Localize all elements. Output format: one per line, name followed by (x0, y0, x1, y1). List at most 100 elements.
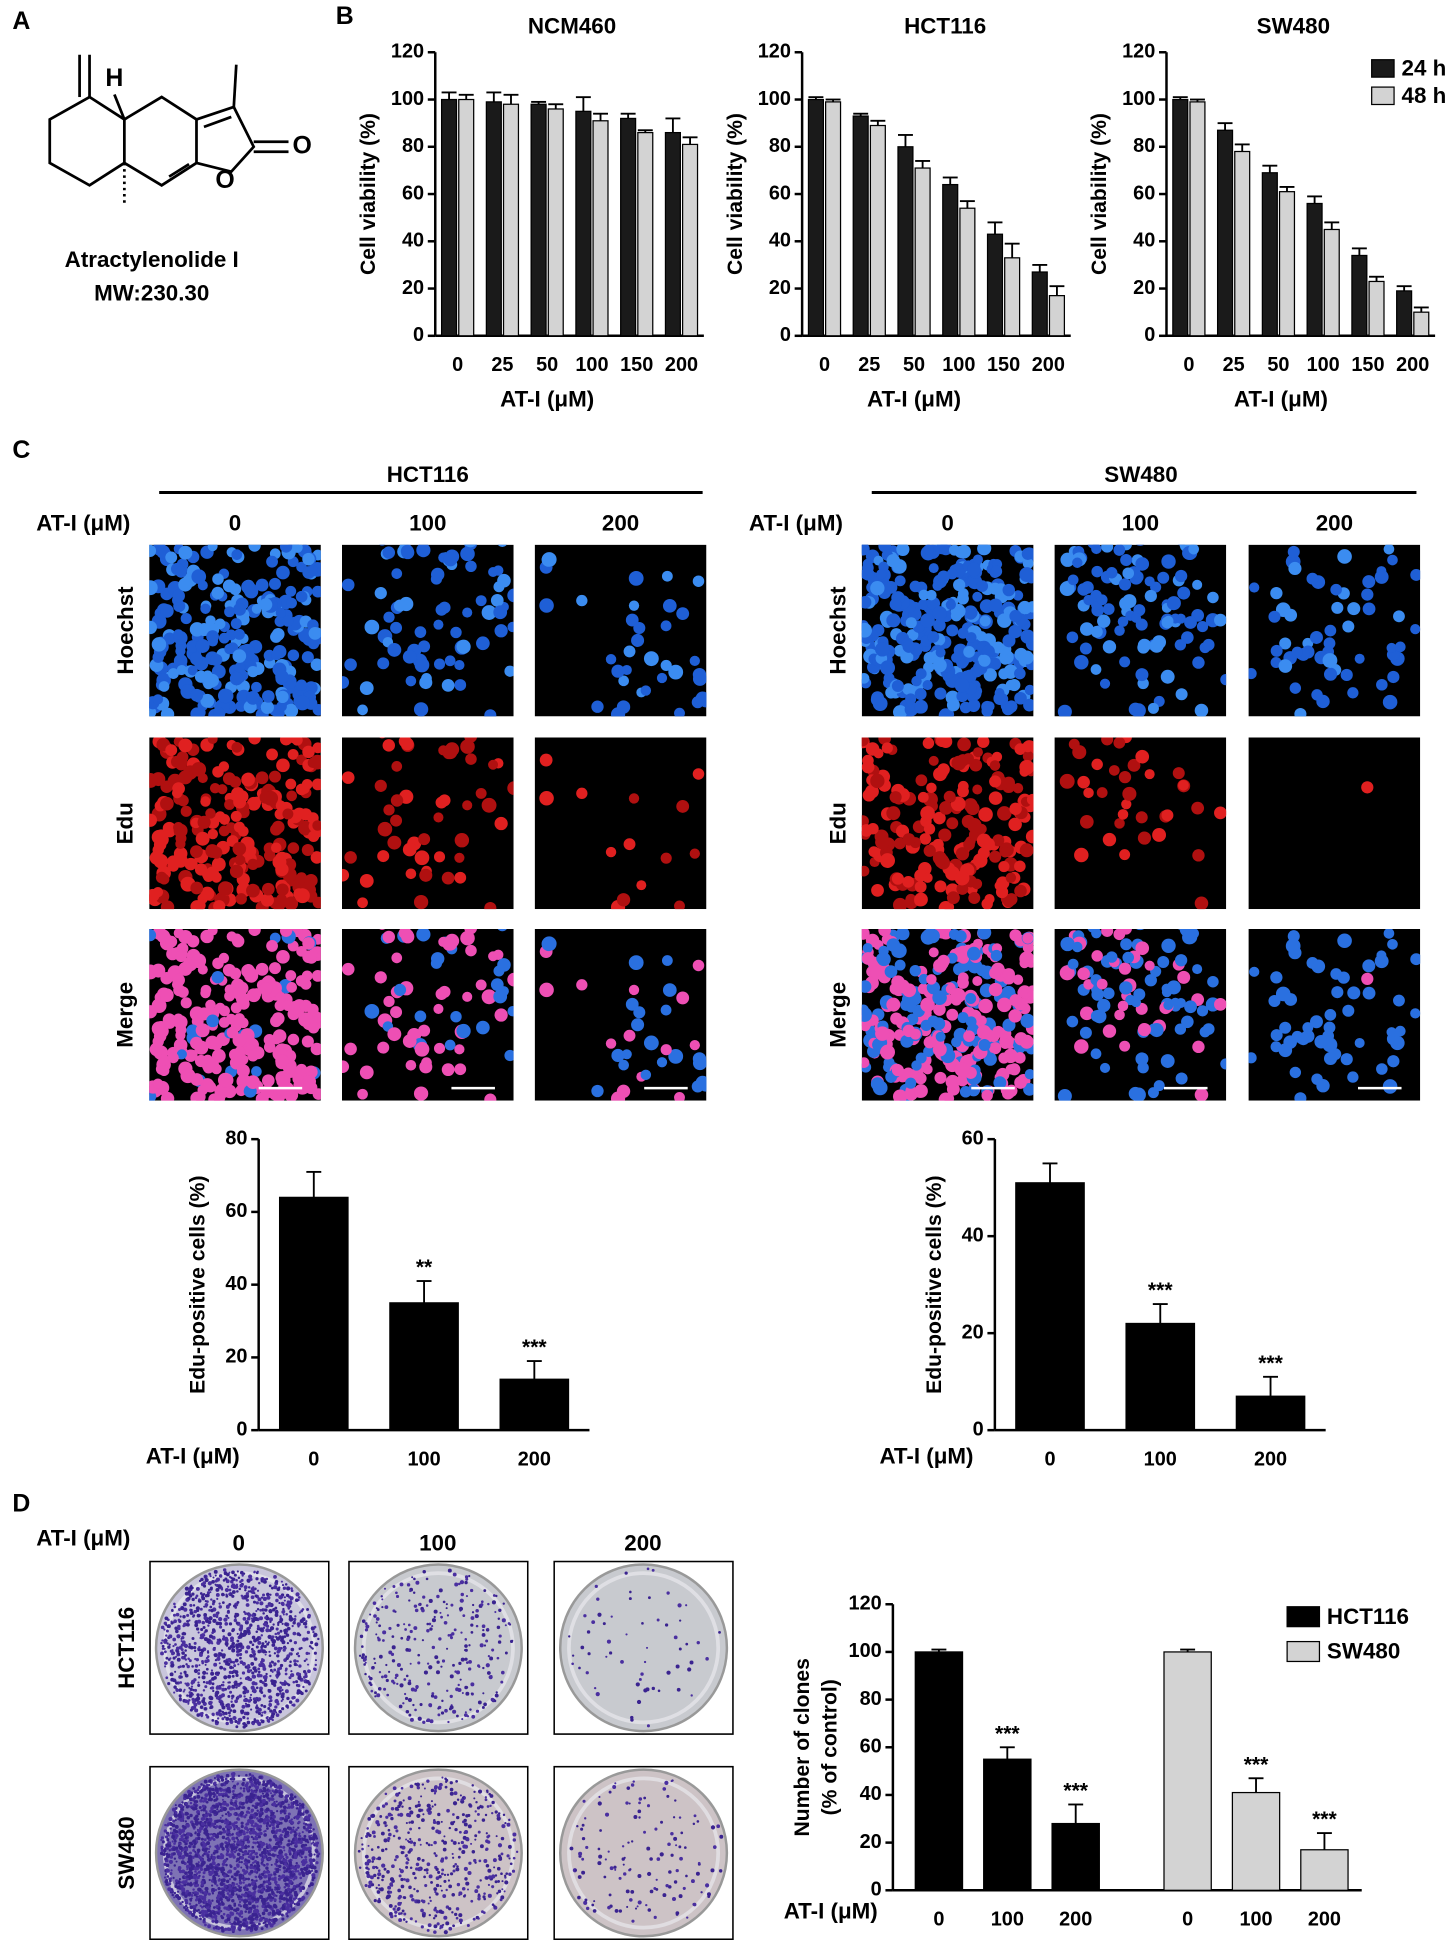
cell (1410, 569, 1421, 581)
cell (284, 1088, 299, 1101)
colony (239, 1583, 244, 1588)
cell (217, 784, 228, 795)
error-bar (1263, 1375, 1278, 1397)
cell (200, 796, 211, 807)
colony (265, 1604, 269, 1609)
cell (923, 1036, 936, 1049)
cell (276, 690, 289, 704)
cell (246, 1075, 260, 1090)
colony (265, 1577, 269, 1581)
colony (204, 1659, 209, 1664)
cell (1137, 638, 1152, 652)
cell (405, 868, 417, 880)
colony (224, 1777, 228, 1781)
colony (302, 1637, 307, 1642)
cell (357, 897, 368, 909)
cell (1014, 1052, 1026, 1064)
colony (283, 1628, 287, 1633)
colony (605, 1655, 608, 1658)
error-bar (931, 1648, 947, 1652)
colony (184, 1586, 189, 1591)
colony (256, 1608, 260, 1611)
bar (914, 167, 931, 337)
colony (430, 1694, 435, 1698)
colony (286, 1626, 291, 1631)
cell (382, 739, 396, 752)
cell (868, 846, 880, 858)
cell (212, 957, 224, 970)
cell (539, 753, 553, 767)
x-tick-label: 150 (620, 354, 653, 376)
cell (149, 1005, 157, 1019)
cell (1092, 908, 1104, 920)
cell (977, 928, 992, 940)
colony (243, 1695, 246, 1698)
cell (383, 995, 395, 1008)
colony (164, 1665, 167, 1668)
colony (260, 1596, 264, 1599)
colony (596, 1597, 600, 1601)
colony (486, 1671, 491, 1675)
bar (637, 131, 654, 337)
cell (285, 970, 297, 981)
error-bar (1262, 164, 1278, 173)
error-bar (1279, 186, 1295, 192)
colony (295, 1680, 299, 1684)
cell (674, 707, 685, 717)
cell (1022, 548, 1034, 560)
colony (290, 1673, 295, 1678)
cell (1136, 544, 1145, 546)
cell (889, 982, 902, 995)
error-bar (987, 221, 1003, 235)
error-bar (548, 103, 564, 109)
cell (507, 621, 514, 633)
cell (195, 831, 210, 846)
cell (902, 1067, 915, 1080)
cell (922, 737, 935, 749)
colony (426, 1662, 430, 1665)
colony (292, 1631, 297, 1636)
cell (1114, 625, 1125, 636)
colony (165, 1831, 170, 1835)
cell (1166, 596, 1181, 611)
cell (1091, 529, 1102, 540)
cell (988, 982, 1003, 997)
cell (1323, 1051, 1338, 1066)
cell (1120, 553, 1133, 566)
colony (247, 1590, 250, 1593)
colony (449, 1694, 453, 1699)
error-bar (306, 1170, 322, 1198)
cell (1012, 590, 1024, 601)
colony (629, 1590, 632, 1594)
colony (270, 1637, 274, 1642)
cell (926, 974, 937, 985)
cell (230, 1002, 242, 1014)
cell (915, 774, 928, 787)
colony (253, 1587, 256, 1591)
error-bar (1396, 285, 1412, 291)
panel-label: C (12, 436, 30, 464)
colony (235, 1643, 239, 1648)
colony (275, 1713, 280, 1717)
colony (373, 1614, 377, 1618)
cell (861, 595, 872, 609)
cell (953, 578, 966, 592)
colony (232, 1660, 236, 1664)
colony (231, 1570, 235, 1575)
colony (277, 1621, 280, 1625)
y-tick-label: 100 (849, 1640, 882, 1662)
colony (483, 1702, 487, 1707)
cell (997, 613, 1012, 628)
bar (1306, 202, 1323, 337)
cell (618, 675, 629, 687)
cell (1059, 773, 1075, 789)
colony (216, 1711, 221, 1716)
cell (692, 667, 707, 682)
cell (1072, 941, 1083, 953)
colony (174, 1643, 177, 1646)
colony (179, 1645, 183, 1650)
colony (291, 1624, 294, 1628)
cell (382, 930, 396, 944)
cell (205, 615, 216, 626)
cell (1129, 909, 1143, 923)
